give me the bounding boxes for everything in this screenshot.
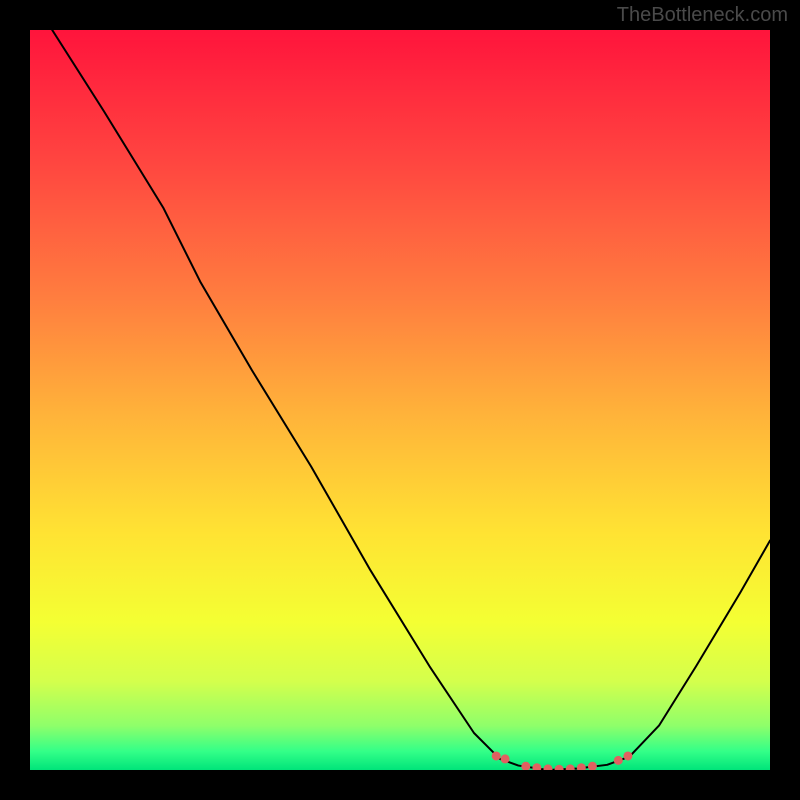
trough-marker — [501, 754, 510, 763]
gradient-background — [30, 30, 770, 770]
trough-marker — [623, 751, 632, 760]
watermark-text: TheBottleneck.com — [617, 4, 788, 27]
chart-canvas — [30, 30, 770, 770]
trough-marker — [614, 756, 623, 765]
chart-svg — [30, 30, 770, 770]
trough-marker — [492, 751, 501, 760]
